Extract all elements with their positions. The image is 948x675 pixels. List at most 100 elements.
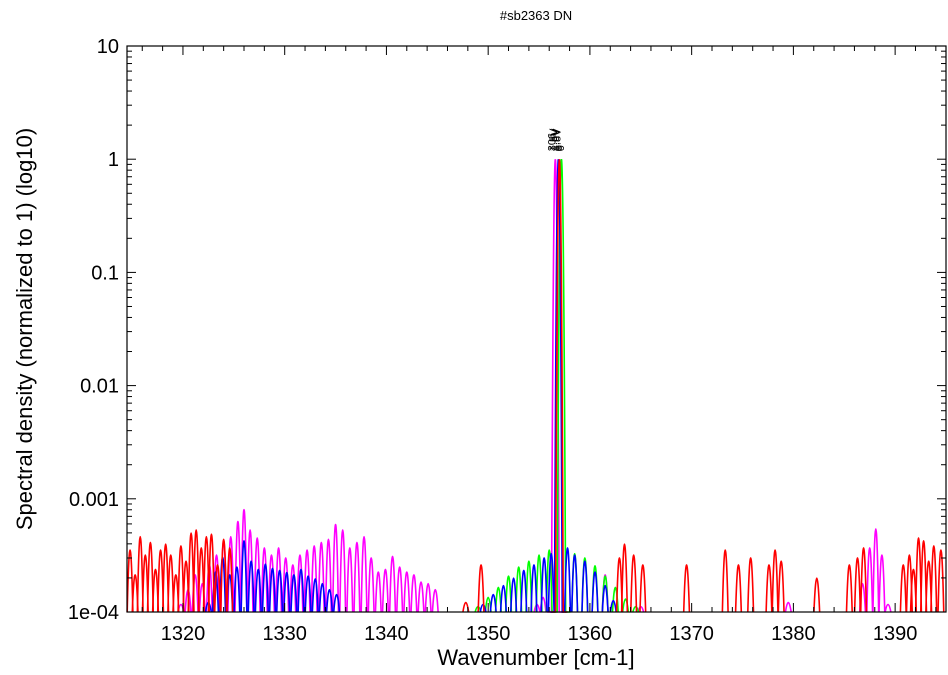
series-3-spike-33 <box>813 577 821 613</box>
series-3-spike-43 <box>930 545 938 613</box>
series-0-spike-41 <box>784 601 792 613</box>
series-3-spike-28 <box>734 564 743 613</box>
series-0-spike-12 <box>260 547 268 613</box>
series-3-spike-10 <box>177 545 185 613</box>
series-2-spike-26 <box>547 553 555 613</box>
series-0-spike-28 <box>374 571 382 613</box>
y-tick-label-0: 1e-04 <box>68 602 119 624</box>
series-3-spike-34 <box>845 564 853 613</box>
x-tick-label-2: 1340 <box>364 623 409 645</box>
series-0-spike-29 <box>381 568 390 613</box>
peak-label-5: 0 <box>555 145 567 151</box>
series-3-spike-8 <box>167 554 175 613</box>
series-3-spike-16 <box>207 533 216 613</box>
series-2-spike-18 <box>332 593 341 613</box>
series-3-spike-4 <box>146 541 155 613</box>
series-0-spike-30 <box>388 555 397 613</box>
series-3-spike-17 <box>213 564 222 613</box>
series-3-spike-32 <box>777 560 785 613</box>
series-2-spike-25 <box>540 557 548 613</box>
series-0-spike-36 <box>431 588 439 613</box>
x-tick-label-3: 1350 <box>466 623 511 645</box>
peak-label-1: 1.5V <box>548 128 560 151</box>
series-3-spike-44 <box>937 549 945 613</box>
series-2-spike-32 <box>609 599 617 613</box>
series-0-spike-22 <box>331 523 340 613</box>
series-0-spike-16 <box>289 564 297 613</box>
series-3-spike-18 <box>220 538 228 613</box>
series-2-spike-14 <box>304 575 312 613</box>
series-2-spike-17 <box>325 588 334 613</box>
peak-label-4: 0 <box>553 145 565 151</box>
series-0-spike-20 <box>317 541 325 613</box>
series-3-spike-40 <box>914 537 923 613</box>
series-3-spike-29 <box>747 557 755 613</box>
plot-frame <box>126 45 947 613</box>
series-3-spike-35 <box>853 557 862 613</box>
series-3-spike-2 <box>136 536 144 613</box>
x-tick-label-4: 1360 <box>568 623 613 645</box>
series-0-spike-45 <box>878 554 886 613</box>
series-2-spike-23 <box>520 569 528 613</box>
series-2-spike-13 <box>297 568 305 613</box>
peak-label-2: 1.6V <box>550 128 562 151</box>
peak-label-3: 1.8V <box>552 128 564 151</box>
series-0 <box>177 159 892 613</box>
series-3-spike-37 <box>899 564 907 613</box>
series-0-spike-13 <box>267 554 276 613</box>
series-0-spike-31 <box>396 566 404 613</box>
series-2-spike-28 <box>571 554 579 613</box>
y-tick-label-5: 10 <box>97 36 119 58</box>
series-3-spike-25 <box>639 564 647 613</box>
series-2-spike-21 <box>499 585 508 613</box>
series-2-spike-31 <box>601 585 609 613</box>
series-2-spike-5 <box>240 540 248 613</box>
series-0-spike-17 <box>296 554 304 613</box>
series-2-spike-10 <box>275 569 284 613</box>
y-tick-label-4: 1 <box>108 149 119 171</box>
series-0-spike-43 <box>866 547 874 613</box>
series-0-spike-15 <box>282 557 290 613</box>
series-3-spike-26 <box>682 564 691 613</box>
series-3-spike-31 <box>771 549 779 613</box>
series-3-spike-30 <box>765 564 773 613</box>
series-3-spike-36 <box>859 547 868 613</box>
x-tick-label-1: 1330 <box>262 623 307 645</box>
series-0-spike-21 <box>324 538 333 613</box>
series-3-spike-23 <box>620 543 629 613</box>
series-0-spike-35 <box>424 583 432 613</box>
series-3-spike-13 <box>192 529 200 613</box>
series-0-spike-27 <box>367 557 375 613</box>
y-tick-label-1: 0.001 <box>69 489 119 511</box>
series-3-spike-7 <box>162 543 170 613</box>
series-0-spike-32 <box>403 571 411 613</box>
x-tick-label-6: 1380 <box>771 623 816 645</box>
series-3-spike-41 <box>919 540 928 613</box>
series-2-spike-22 <box>509 577 518 613</box>
series-0-spike-46 <box>884 603 892 613</box>
series-0-spike-23 <box>339 529 347 613</box>
y-axis-label: Spectral density (normalized to 1) (log1… <box>12 128 37 530</box>
series-2-spike-29 <box>581 560 589 613</box>
x-tick-label-5: 1370 <box>669 623 714 645</box>
series-0-spike-34 <box>417 581 425 613</box>
series-0-spike-25 <box>353 541 361 613</box>
series-1-spike-7 <box>545 549 553 613</box>
y-tick-label-2: 0.01 <box>80 376 119 398</box>
series-3-spike-0 <box>126 549 134 613</box>
series-0-spike-26 <box>360 536 368 613</box>
series-3 <box>126 159 945 613</box>
series-layer <box>126 159 945 613</box>
series-2-spike-16 <box>318 583 326 613</box>
series-2-spike-9 <box>268 568 277 613</box>
series-1-spike-12 <box>611 586 619 613</box>
peak-label-0: 306 <box>546 133 558 151</box>
x-axis-label: Wavenumber [cm-1] <box>437 645 634 670</box>
x-tick-label-0: 1320 <box>161 623 206 645</box>
ticks-layer: 1320 1330 1340 1350 1360 1370 1380 1390 1e-04 0.0… <box>68 36 946 645</box>
series-2-spike-4 <box>233 566 241 613</box>
series-2-spike-20 <box>489 593 497 613</box>
series-0-spike-24 <box>346 547 354 613</box>
